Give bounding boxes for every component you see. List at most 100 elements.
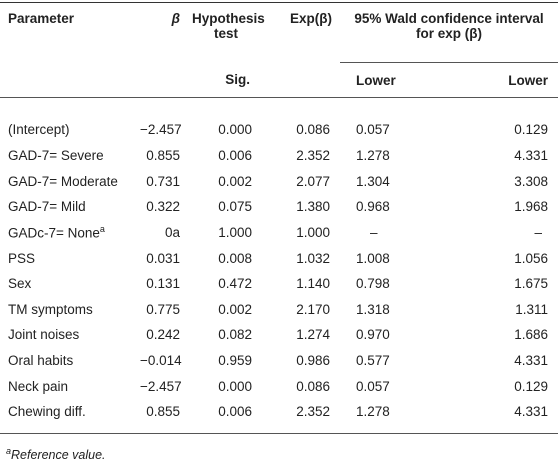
- cell: 1.140: [260, 271, 340, 297]
- header-cell: 95% Wald confidence interval for exp (β): [340, 2, 558, 63]
- cell-text: 1.274: [296, 327, 330, 343]
- row-label: GADc-7= Nonea: [0, 220, 140, 246]
- cell: 1.274: [260, 322, 340, 348]
- cell-text: 1.686: [514, 327, 549, 343]
- cell: 0.008: [180, 245, 260, 271]
- cell-text: 1.380: [296, 199, 330, 215]
- cell: 1.008: [340, 245, 440, 271]
- cell-text: 0a: [164, 225, 180, 241]
- cell: 2.352: [260, 143, 340, 169]
- footnote-text: Reference value.: [11, 448, 106, 463]
- cell: 0.577: [340, 348, 440, 374]
- cell-text: 0.798: [356, 276, 390, 292]
- cell-text: GAD-7= Mild: [8, 199, 86, 215]
- cell: 0.082: [180, 322, 260, 348]
- cell-text: 0.472: [218, 276, 252, 292]
- footnote: aReference value.: [6, 446, 106, 462]
- cell: 0.129: [440, 98, 558, 144]
- cell: 1.032: [260, 245, 340, 271]
- table-row: Oral habits −0.014 0.959 0.986 0.577 4.331: [0, 348, 558, 374]
- cell-text: 0.242: [146, 327, 180, 343]
- cell-text: 1.140: [296, 276, 330, 292]
- row-label: Oral habits: [0, 348, 140, 374]
- row-label: TM symptoms: [0, 297, 140, 323]
- cell-text: 2.077: [296, 173, 330, 189]
- table-row: Joint noises 0.242 0.082 1.274 0.970 1.686: [0, 322, 558, 348]
- cell-text: 1.032: [296, 250, 330, 266]
- table-row: (Intercept) −2.457 0.000 0.086 0.057 0.129: [0, 98, 558, 144]
- cell: 0.002: [180, 297, 260, 323]
- cell-text: 2.352: [296, 404, 330, 420]
- cell-text: 0.031: [146, 250, 180, 266]
- table-body: (Intercept) −2.457 0.000 0.086 0.057 0.129 GAD…: [0, 98, 558, 434]
- cell: 0.798: [340, 271, 440, 297]
- cell-text: 0.082: [218, 327, 252, 343]
- cell-text: 4.331: [514, 404, 549, 420]
- cell-text: 0.968: [356, 199, 390, 215]
- row-label: Chewing diff.: [0, 398, 140, 434]
- row-label: PSS: [0, 245, 140, 271]
- cell: 1.278: [340, 143, 440, 169]
- table-row: Neck pain −2.457 0.000 0.086 0.057 0.129: [0, 373, 558, 399]
- cell: 0.242: [140, 322, 180, 348]
- superscript: a: [99, 224, 105, 235]
- cell-text: 0.006: [218, 404, 252, 420]
- table-row: GADc-7= Nonea 0a 1.000 1.000 – –: [0, 220, 558, 246]
- cell-text: 0.002: [218, 173, 252, 189]
- cell-text: 1.000: [218, 225, 252, 241]
- cell: 0.129: [440, 373, 558, 399]
- cell: 0.000: [180, 373, 260, 399]
- cell-text: GAD-7= Severe: [8, 148, 104, 164]
- row-label: Neck pain: [0, 373, 140, 399]
- cell-text: 1.311: [515, 301, 549, 317]
- cell-text: 1.056: [514, 250, 549, 266]
- cell-text: 2.170: [296, 301, 330, 317]
- cell: 1.000: [260, 220, 340, 246]
- cell: −2.457: [140, 373, 182, 399]
- cell-text: 0.000: [218, 122, 252, 137]
- cell: 0.002: [180, 169, 260, 195]
- row-label: (Intercept): [0, 98, 140, 144]
- cell: 0.057: [340, 373, 440, 399]
- cell: −2.457: [140, 98, 182, 144]
- cell-text: 0.129: [514, 122, 549, 137]
- cell: 1.968: [440, 194, 558, 220]
- cell-text: 0.855: [146, 404, 180, 420]
- cell-text: Neck pain: [8, 378, 69, 394]
- row-label: GAD-7= Severe: [0, 143, 140, 169]
- cell: 0.006: [180, 143, 260, 169]
- cell: 0.968: [340, 194, 440, 220]
- cell-text: 0.057: [356, 122, 390, 137]
- cell-text: Sex: [8, 276, 32, 292]
- table-row: GAD-7= Mild 0.322 0.075 1.380 0.968 1.968: [0, 194, 558, 220]
- cell: 4.331: [440, 398, 558, 434]
- cell: 0.086: [260, 373, 340, 399]
- cell-text: −0.014: [140, 353, 182, 369]
- cell-text: 1.304: [356, 173, 390, 189]
- cell: 1.056: [440, 245, 558, 271]
- cell-text: 1.008: [356, 250, 390, 266]
- cell-text: 2.352: [296, 148, 330, 164]
- cell-text: 0.002: [218, 301, 252, 317]
- cell-text: 1.968: [514, 199, 549, 215]
- cell: 0.970: [340, 322, 440, 348]
- cell-text: 3.308: [514, 173, 549, 189]
- cell: 0.472: [180, 271, 260, 297]
- cell-text: 0.075: [218, 199, 252, 215]
- table-row: GAD-7= Severe 0.855 0.006 2.352 1.278 4.331: [0, 143, 558, 169]
- cell-text: 4.331: [514, 148, 549, 164]
- row-label: GAD-7= Moderate: [0, 169, 140, 195]
- cell: 4.331: [440, 143, 558, 169]
- cell: 1.686: [440, 322, 558, 348]
- table-row: GAD-7= Moderate 0.731 0.002 2.077 1.304 3.308: [0, 169, 558, 195]
- row-label: Sex: [0, 271, 140, 297]
- cell: 2.077: [260, 169, 340, 195]
- cell: 0.775: [140, 297, 180, 323]
- row-label: Joint noises: [0, 322, 140, 348]
- cell-text: 1.675: [514, 276, 549, 292]
- cell-text: −2.457: [140, 122, 182, 137]
- cell: 2.170: [260, 297, 340, 323]
- cell-text: 0.986: [296, 353, 330, 369]
- cell-text: 0.000: [218, 378, 252, 394]
